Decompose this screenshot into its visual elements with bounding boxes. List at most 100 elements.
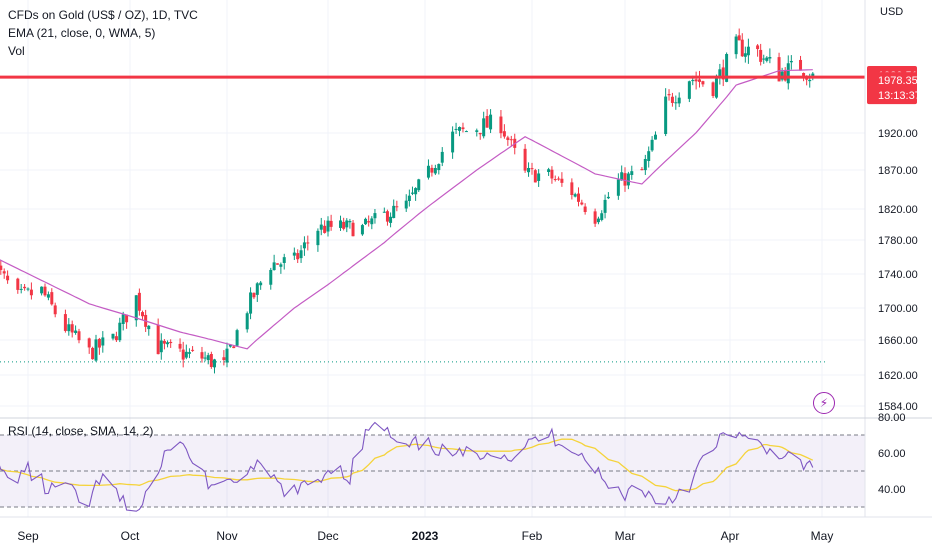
candle [392, 199, 396, 219]
candle [326, 216, 330, 237]
candle-body [395, 206, 399, 208]
candle [43, 283, 47, 297]
candle [114, 331, 118, 342]
candle-body [53, 305, 57, 315]
candle-body [282, 257, 286, 263]
candle [667, 89, 671, 101]
rsi-line [0, 421, 814, 512]
candle-body [440, 151, 444, 163]
candle-body [553, 179, 557, 181]
candle-body [759, 49, 763, 62]
candle [137, 288, 141, 316]
candle [141, 310, 145, 321]
candle [489, 109, 493, 134]
candle-body [626, 173, 630, 186]
candle-body [410, 192, 414, 194]
candle [159, 333, 163, 360]
time-tick-label: Sep [17, 529, 39, 543]
candle-body [489, 114, 493, 130]
rsi-legend[interactable]: RSI (14, close, SMA, 14, 2) [8, 424, 154, 438]
candle [580, 199, 584, 206]
candle-body [326, 220, 330, 232]
candle [46, 291, 50, 301]
candle [166, 340, 170, 348]
candle-body [16, 278, 20, 290]
candle-body [478, 132, 482, 135]
candle [342, 217, 346, 231]
candle-body [523, 148, 527, 171]
bolt-icon[interactable]: ⚡ [813, 392, 835, 414]
candle-body [789, 60, 793, 63]
candle [454, 122, 458, 134]
candle [437, 163, 441, 175]
candle [573, 192, 577, 198]
ema-legend[interactable]: EMA (21, close, 0, WMA, 5) [8, 26, 156, 40]
candle [583, 203, 587, 215]
candle [404, 194, 408, 212]
candle [364, 217, 368, 225]
candle-body [259, 282, 263, 286]
candle [485, 109, 489, 128]
candle [687, 80, 691, 103]
candle [329, 214, 333, 231]
candle-body [746, 46, 750, 56]
candle [407, 189, 411, 207]
candle-body [209, 354, 213, 367]
candle-body [23, 286, 27, 289]
candle-body [550, 169, 554, 179]
candle-body [147, 325, 151, 330]
candle [87, 337, 91, 354]
candle-body [306, 242, 310, 244]
candle [414, 187, 418, 201]
candle-body [714, 76, 718, 98]
candle [23, 283, 27, 291]
candle [600, 210, 604, 222]
candle-body [802, 73, 806, 77]
ema-line [0, 69, 813, 350]
candle-body [667, 94, 671, 96]
candle [373, 208, 377, 224]
candle-body [0, 265, 3, 270]
candle-body [606, 196, 610, 199]
candle-body [166, 342, 170, 345]
candle-body [805, 78, 809, 80]
candle-body [573, 194, 577, 197]
candle [178, 338, 182, 352]
candle [134, 295, 138, 327]
candle [711, 81, 715, 99]
candle-body [385, 211, 389, 222]
candle-body [118, 322, 122, 341]
rsi-tick-label: 40.00 [878, 484, 906, 496]
candle [339, 215, 343, 231]
candle-body [417, 179, 421, 191]
candle [780, 67, 784, 82]
candle [6, 270, 10, 284]
candle [97, 337, 101, 355]
candle-body [101, 337, 105, 346]
candle-body [537, 173, 541, 181]
candle-body [737, 35, 741, 41]
candle-body [426, 165, 430, 178]
candle [478, 132, 482, 140]
candle-body [593, 211, 597, 224]
candle [768, 48, 772, 64]
candle-body [499, 116, 503, 134]
candle [67, 318, 71, 336]
candle [765, 56, 769, 63]
candle-body [252, 292, 256, 298]
candle-body [159, 340, 163, 353]
candle [756, 44, 760, 57]
candle-body [77, 331, 81, 341]
candle-body [603, 199, 607, 213]
candle [269, 267, 273, 290]
candle-body [323, 225, 327, 233]
candle [762, 54, 766, 64]
candle-body [560, 178, 564, 183]
candle [2, 268, 6, 279]
candle-body [302, 242, 306, 249]
candle [593, 208, 597, 227]
vol-legend[interactable]: Vol [8, 44, 25, 58]
candle [603, 194, 607, 219]
countdown-text: 13:13:37 [878, 90, 921, 102]
